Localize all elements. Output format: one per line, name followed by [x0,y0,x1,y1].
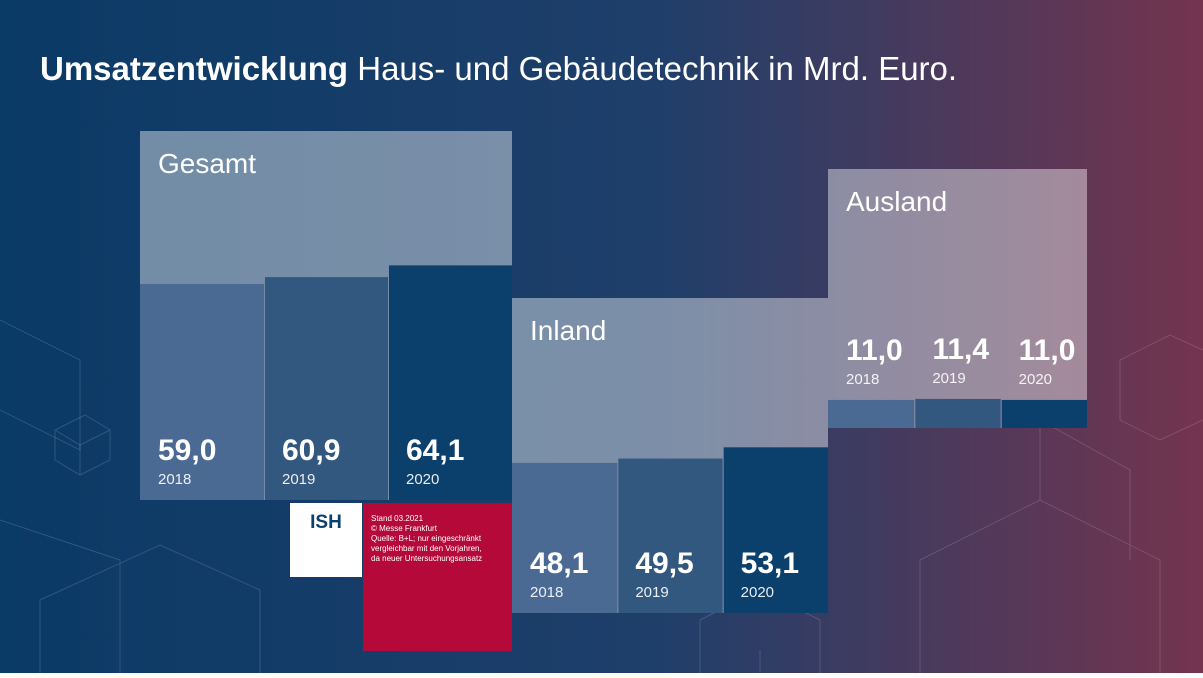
value-label: 11,0 [1019,334,1076,367]
title: Umsatzentwicklung Haus- und Gebäudetechn… [40,50,957,87]
value-label: 59,0 [158,434,216,467]
x-tick-label: 2018 [530,584,563,601]
subtitle: Haus- und Gebäudetechnik in Mrd. Euro. [357,50,957,87]
bar [1002,400,1087,428]
value-label: 11,4 [932,333,989,366]
x-tick-label: 2019 [932,370,965,387]
x-tick-label: 2020 [741,584,774,601]
x-tick-label: 2020 [406,471,439,488]
x-tick-label: 2019 [635,584,668,601]
page: {"title": "Umsatzentwicklung", "subtitle… [0,0,1203,673]
title-bold: Umsatzentwicklung [40,50,348,87]
bar [512,463,617,613]
note-line: da neuer Untersuchungsansatz [371,554,482,563]
bar [915,399,1000,428]
panel-title: Ausland [846,186,947,217]
x-tick-label: 2018 [846,371,879,388]
value-label: 64,1 [406,434,464,467]
chart: Umsatzentwicklung Haus- und Gebäudetechn… [0,0,1203,673]
x-tick-label: 2020 [1019,371,1052,388]
x-tick-label: 2019 [282,471,315,488]
value-label: 53,1 [741,547,799,580]
note-line: vergleichbar mit den Vorjahren, [371,544,482,553]
note-line: Stand 03.2021 [371,514,424,523]
bar [724,447,828,613]
panel-title: Inland [530,315,606,346]
value-label: 60,9 [282,434,340,467]
logo: ISH [310,512,342,533]
bar [140,284,264,500]
note-line: Quelle: B+L; nur eingeschränkt [371,534,482,543]
bar [618,459,722,613]
value-label: 49,5 [635,547,693,580]
value-label: 11,0 [846,334,903,367]
bar [828,400,914,428]
value-label: 48,1 [530,547,588,580]
panel-title: Gesamt [158,148,256,179]
note-line: © Messe Frankfurt [371,524,438,533]
x-tick-label: 2018 [158,471,191,488]
